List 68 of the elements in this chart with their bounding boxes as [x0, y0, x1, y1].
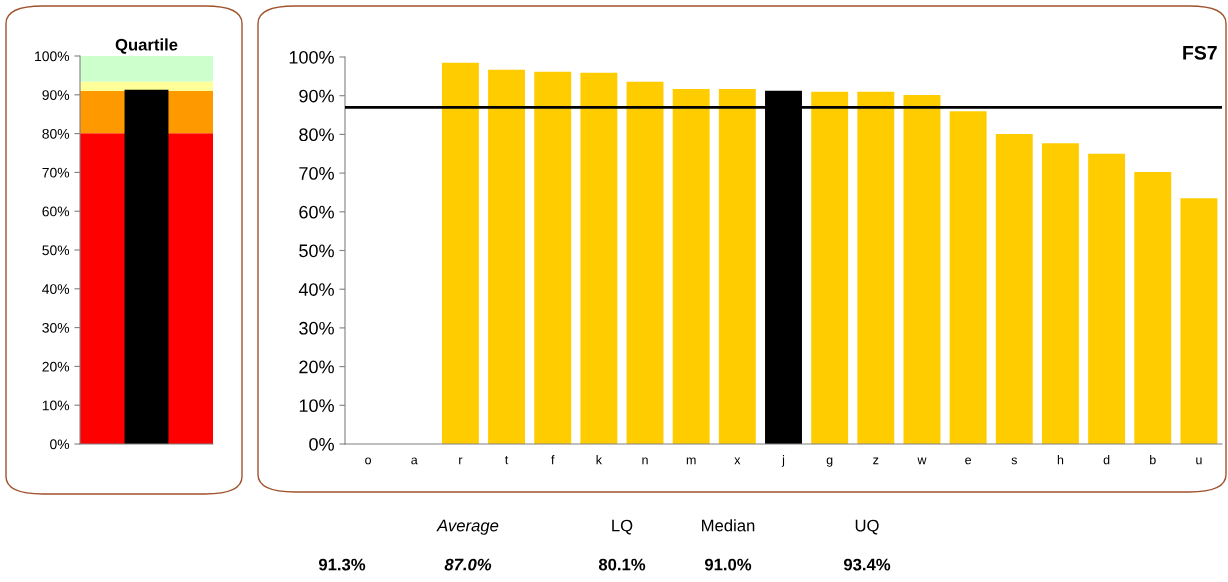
category-label: UQ	[855, 519, 879, 535]
y-tick-label: 50%	[42, 245, 70, 256]
bar	[1088, 153, 1126, 444]
bar	[1134, 171, 1172, 444]
bar	[580, 72, 618, 444]
bar	[1041, 143, 1079, 444]
x-tick-label: u	[1196, 457, 1202, 465]
text: 93.4%	[843, 558, 891, 571]
text: 91.0%	[704, 558, 752, 571]
bar	[857, 91, 895, 444]
x-tick-label: k	[596, 455, 603, 465]
x-tick-label: w	[917, 457, 927, 465]
x-tick-label: o	[365, 457, 372, 465]
category-label: Average	[436, 519, 499, 535]
y-tick-label: 30%	[42, 322, 70, 333]
y-tick-label: 90%	[42, 90, 70, 100]
x-tick-label: x	[734, 457, 741, 465]
y-tick-label: 30%	[299, 321, 334, 335]
y-tick-label: 20%	[299, 360, 334, 374]
bar	[441, 62, 479, 444]
x-tick-label: z	[873, 457, 879, 465]
bar	[672, 89, 710, 444]
x-tick-label: n	[642, 457, 648, 465]
x-tick-label: e	[965, 457, 972, 465]
y-tick-label: 20%	[42, 361, 70, 372]
category-label: Median	[702, 519, 755, 532]
x-tick-label: t	[505, 456, 509, 465]
bar	[811, 91, 849, 444]
bar	[949, 111, 987, 444]
bar	[1180, 198, 1218, 444]
chart-title: FS7	[1183, 45, 1217, 60]
y-tick-label: 40%	[42, 284, 70, 294]
bar	[626, 81, 664, 444]
bar	[718, 89, 756, 444]
text: 80.1%	[598, 558, 646, 571]
y-tick-label: 100%	[35, 51, 70, 62]
y-tick-label: 40%	[298, 283, 334, 296]
x-tick-label: g	[826, 457, 833, 467]
y-tick-label: 60%	[299, 205, 334, 219]
y-tick-label: 80%	[299, 128, 334, 142]
y-tick-label: 0%	[50, 439, 70, 450]
chart-title: Quartile	[115, 38, 178, 54]
x-tick-label: m	[686, 457, 696, 465]
x-tick-label: r	[459, 457, 463, 465]
y-tick-label: 60%	[42, 206, 70, 217]
y-tick-label: 10%	[299, 399, 334, 413]
x-tick-label: h	[1057, 455, 1064, 465]
y-tick-label: 70%	[299, 167, 334, 180]
y-tick-label: 10%	[42, 400, 70, 411]
x-tick-label: a	[411, 457, 418, 465]
x-tick-label: d	[1103, 455, 1110, 465]
x-tick-label: j	[781, 455, 785, 467]
x-tick-label: f	[551, 455, 555, 465]
text: 87.0%	[444, 558, 492, 571]
x-tick-label: s	[1011, 457, 1017, 465]
y-tick-label: 70%	[42, 167, 70, 178]
bar	[995, 134, 1033, 444]
y-tick-label: 100%	[289, 50, 334, 64]
bar	[488, 69, 526, 444]
category-label: LQ	[612, 519, 633, 535]
text: 91.3%	[318, 558, 366, 571]
y-tick-label: 50%	[299, 244, 334, 258]
y-tick-label: 0%	[309, 437, 334, 451]
bar	[534, 71, 572, 444]
y-tick-label: 90%	[299, 89, 334, 103]
y-tick-label: 80%	[42, 128, 70, 139]
bar	[903, 94, 941, 444]
x-tick-label: b	[1150, 455, 1156, 465]
